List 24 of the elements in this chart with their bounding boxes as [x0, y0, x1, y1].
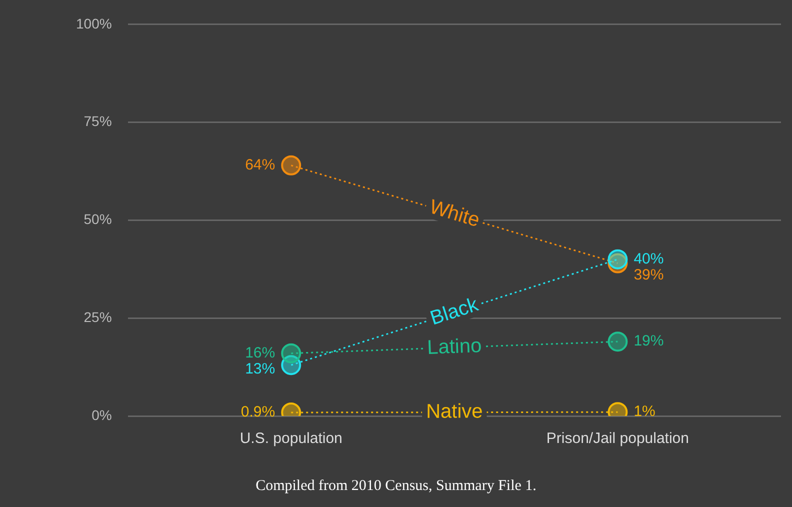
point — [281, 155, 302, 176]
x-tick-label: Prison/Jail population — [546, 430, 689, 448]
series-label: Native — [426, 400, 483, 423]
series-label: Latino — [426, 335, 482, 359]
point — [608, 249, 628, 270]
data-label: 64% — [245, 156, 276, 174]
data-label: 13% — [245, 360, 276, 378]
data-label: 1% — [634, 403, 656, 420]
y-tick-label: 0% — [92, 406, 112, 423]
y-tick-label: 25% — [84, 308, 112, 325]
data-label: 16% — [245, 344, 276, 362]
y-tick-label: 75% — [84, 113, 112, 130]
text: Black — [428, 293, 482, 330]
point — [281, 343, 302, 364]
text: White — [426, 196, 482, 232]
data-label: 19% — [634, 332, 664, 350]
y-tick-label: 50% — [84, 211, 112, 228]
y-tick-label: 100% — [76, 15, 112, 32]
text: Compiled from 2010 Census, Summary File 1. — [254, 478, 538, 495]
x-tick-label: U.S. population — [240, 430, 342, 448]
data-label: 40% — [634, 250, 664, 268]
data-label: 39% — [634, 266, 664, 284]
point — [608, 332, 628, 352]
data-label: 0.9% — [240, 404, 276, 421]
